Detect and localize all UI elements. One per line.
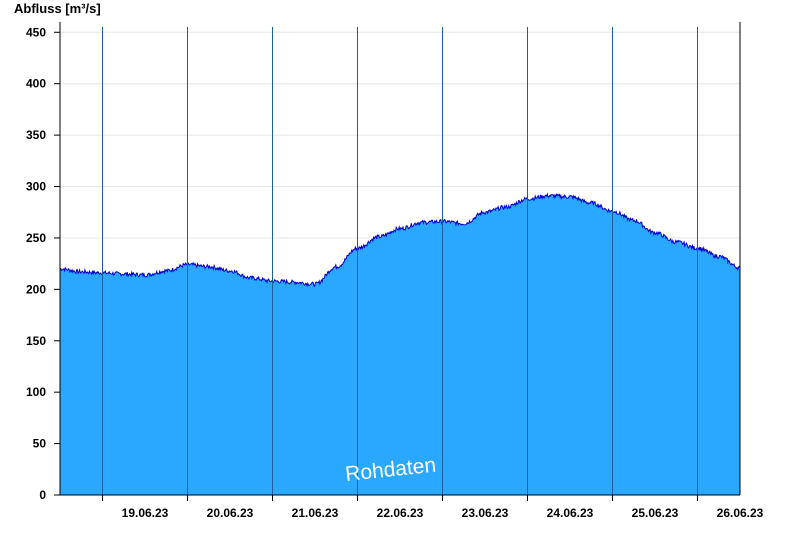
- y-tick-label: 100: [26, 385, 46, 399]
- y-tick-label: 200: [26, 282, 46, 296]
- y-tick-label: 0: [39, 488, 46, 502]
- y-tick-label: 400: [26, 77, 46, 91]
- y-axis-label: Abfluss [m³/s]: [14, 1, 101, 16]
- day-dividers: [102, 27, 698, 495]
- discharge-area: [60, 194, 740, 495]
- x-tick-label: 26.06.23: [717, 506, 764, 520]
- x-ticks: 19.06.23 20.06.23 21.06.23 22.06.23 23.06.23…: [102, 495, 764, 520]
- y-tick-label: 150: [26, 334, 46, 348]
- discharge-line: [59, 192, 741, 288]
- y-ticks: 0 50 100 150 200 250 300 350 400 450: [26, 25, 60, 502]
- axes: [59, 22, 741, 496]
- x-tick-label: 24.06.23: [547, 506, 594, 520]
- plot-area: [59, 192, 741, 495]
- x-tick-label: 22.06.23: [377, 506, 424, 520]
- x-tick-label: 23.06.23: [462, 506, 509, 520]
- y-tick-label: 450: [26, 25, 46, 39]
- x-tick-label: 20.06.23: [207, 506, 254, 520]
- x-tick-label: 19.06.23: [122, 506, 169, 520]
- y-tick-label: 300: [26, 180, 46, 194]
- y-tick-label: 50: [33, 437, 47, 451]
- y-tick-label: 250: [26, 231, 46, 245]
- x-tick-label: 25.06.23: [632, 506, 679, 520]
- y-tick-label: 350: [26, 128, 46, 142]
- x-tick-label: 21.06.23: [292, 506, 339, 520]
